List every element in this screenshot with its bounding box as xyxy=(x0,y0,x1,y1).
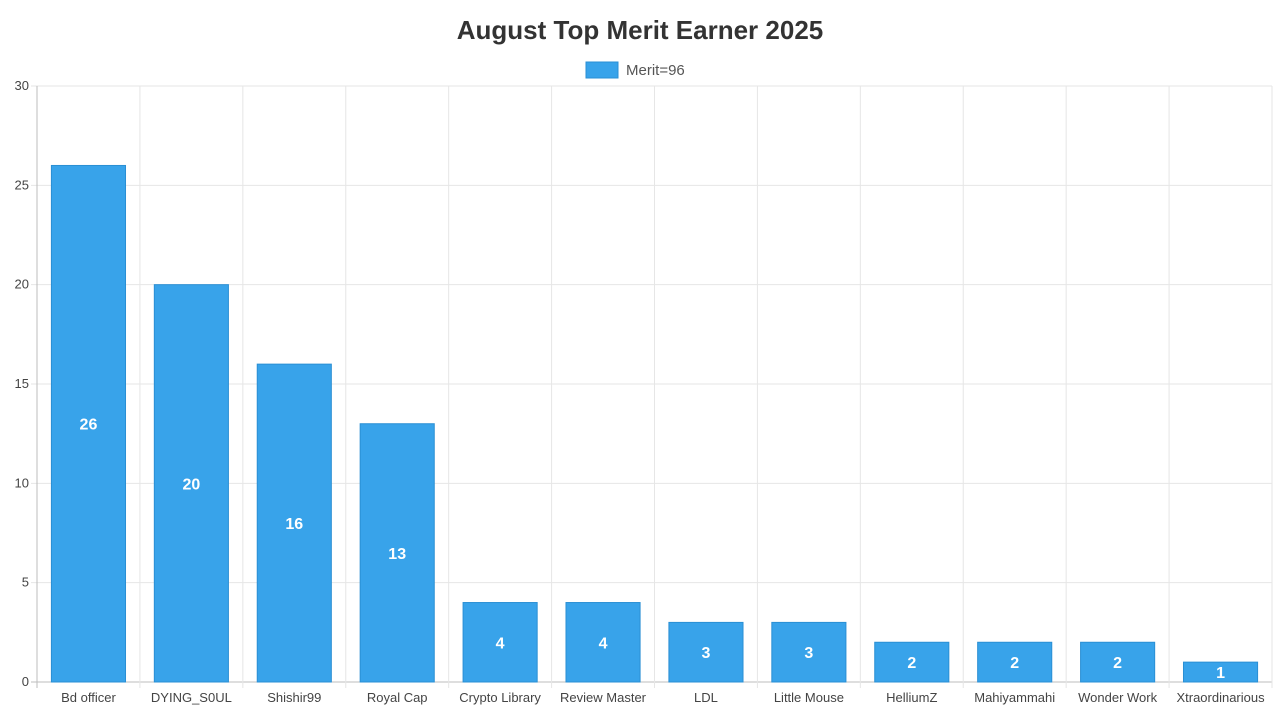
y-tick-label: 25 xyxy=(15,177,29,192)
bar[interactable] xyxy=(256,363,332,683)
y-tick-label: 0 xyxy=(22,674,29,689)
bar-value-label: 4 xyxy=(496,635,505,652)
x-tick-label: Bd officer xyxy=(61,690,116,705)
bar[interactable] xyxy=(1182,661,1259,683)
bar[interactable] xyxy=(1080,641,1156,683)
legend-label[interactable]: Merit=96 xyxy=(626,62,685,79)
bar[interactable] xyxy=(565,602,641,683)
y-tick-label: 30 xyxy=(15,78,29,93)
bar-value-label: 20 xyxy=(182,476,200,493)
y-tick-label: 20 xyxy=(15,277,29,292)
bar-value-label: 2 xyxy=(1113,655,1122,672)
y-tick-label: 10 xyxy=(15,475,29,490)
bars xyxy=(50,164,1259,683)
y-tick-label: 5 xyxy=(22,575,29,590)
bar[interactable] xyxy=(462,602,538,683)
x-tick-label: Crypto Library xyxy=(459,690,541,705)
grid-lines xyxy=(31,85,1273,688)
y-axis: 0 5 10 15 20 25 30 xyxy=(15,78,29,689)
bar[interactable] xyxy=(977,641,1053,683)
bar-value-label: 2 xyxy=(1010,655,1019,672)
bar-value-label: 16 xyxy=(285,516,303,533)
bar-value-label: 3 xyxy=(804,645,813,662)
x-tick-label: Royal Cap xyxy=(367,690,428,705)
legend[interactable]: Merit=96 xyxy=(585,61,685,79)
bar[interactable] xyxy=(771,621,847,683)
bar-value-label: 2 xyxy=(907,655,916,672)
x-tick-label: Shishir99 xyxy=(267,690,321,705)
bar-value-label: 3 xyxy=(702,645,711,662)
bar[interactable] xyxy=(153,284,229,683)
x-tick-label: DYING_S0UL xyxy=(151,690,232,705)
bar[interactable] xyxy=(359,423,435,683)
y-tick-label: 15 xyxy=(15,376,29,391)
x-tick-label: LDL xyxy=(694,690,718,705)
bar-value-label: 13 xyxy=(388,546,406,563)
bar[interactable] xyxy=(874,641,950,683)
x-tick-label: Little Mouse xyxy=(774,690,844,705)
x-tick-label: Xtraordinarious xyxy=(1176,690,1265,705)
bar-value-label: 26 xyxy=(80,417,98,434)
x-tick-label: Review Master xyxy=(560,690,647,705)
data-labels: 26 20 16 13 4 4 3 3 2 2 2 1 xyxy=(80,417,1226,682)
bar-value-label: 4 xyxy=(599,635,608,652)
x-tick-label: Mahiyammahi xyxy=(974,690,1055,705)
legend-swatch[interactable] xyxy=(585,61,619,79)
bar-value-label: 1 xyxy=(1216,665,1225,682)
x-tick-label: Wonder Work xyxy=(1078,690,1157,705)
x-tick-label: HelliumZ xyxy=(886,690,937,705)
bar[interactable] xyxy=(50,164,127,683)
x-axis: Bd officer DYING_S0UL Shishir99 Royal Cap Cr… xyxy=(61,690,1265,705)
chart-title: August Top Merit Earner 2025 xyxy=(457,15,824,45)
bar[interactable] xyxy=(668,621,744,683)
